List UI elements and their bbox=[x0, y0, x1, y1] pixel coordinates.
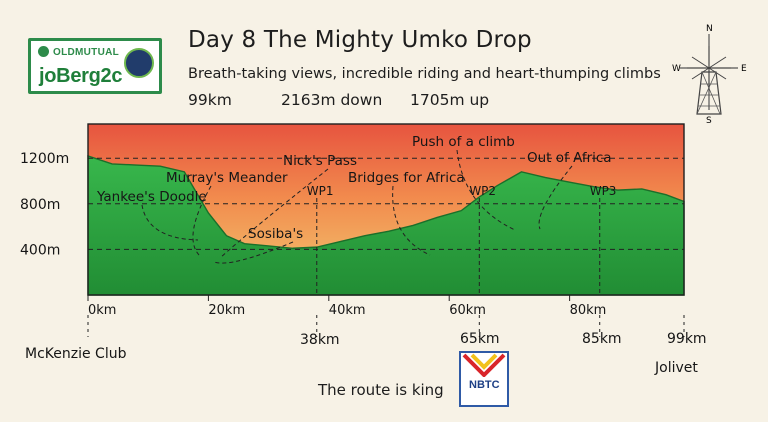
compass-east-label: E bbox=[741, 64, 747, 74]
route-logo-label: NBTC bbox=[469, 379, 500, 391]
route-logo: NBTC bbox=[459, 351, 509, 407]
y-tick-label: 400m bbox=[20, 242, 60, 258]
chart-frame bbox=[87, 123, 685, 296]
annotation-leader bbox=[192, 185, 212, 256]
annotation-label: Murray's Meander bbox=[166, 170, 288, 186]
route-logo-icon bbox=[462, 353, 506, 378]
point-label: Jolivet bbox=[654, 360, 698, 376]
compass-south-label: S bbox=[706, 116, 712, 126]
climb-stat: 1705m up bbox=[410, 91, 490, 109]
x-tick-label: 0km bbox=[88, 303, 116, 318]
waypoint-label: WP1 bbox=[307, 184, 334, 198]
descent-stat: 2163m down bbox=[281, 91, 383, 109]
skyline-badge-icon bbox=[124, 48, 154, 78]
annotation-label: Bridges for Africa bbox=[348, 170, 465, 186]
annotation-leader bbox=[213, 241, 294, 264]
annotation-leader bbox=[538, 165, 573, 230]
waypoint-label: WP2 bbox=[469, 184, 496, 198]
point-label: 65km bbox=[460, 331, 500, 347]
x-tick-label: 60km bbox=[449, 303, 486, 318]
annotation-leader bbox=[456, 149, 516, 231]
sponsor-mark-icon bbox=[38, 46, 49, 57]
annotation-label: Yankee's Doodle bbox=[96, 189, 207, 205]
point-label: McKenzie Club bbox=[25, 346, 127, 362]
annotation-label: Push of a climb bbox=[412, 134, 515, 150]
page-subtitle: Breath-taking views, incredible riding a… bbox=[188, 66, 661, 82]
compass-north-label: N bbox=[706, 24, 713, 34]
event-name: joBerg2c bbox=[39, 65, 123, 87]
page-title: Day 8 The Mighty Umko Drop bbox=[188, 27, 532, 53]
annotation-label: Out of Africa bbox=[527, 150, 612, 166]
y-tick-label: 1200m bbox=[20, 151, 69, 167]
event-logo: OLDMUTUAL joBerg2c bbox=[28, 38, 162, 94]
compass-west-label: W bbox=[672, 64, 681, 74]
point-label: 99km bbox=[667, 331, 707, 347]
x-tick-label: 20km bbox=[208, 303, 245, 318]
distance-stat: 99km bbox=[188, 91, 232, 109]
annotation-leader bbox=[141, 204, 199, 241]
sponsor-name: OLDMUTUAL bbox=[53, 47, 120, 58]
point-label: 38km bbox=[300, 332, 340, 348]
x-tick-label: 40km bbox=[329, 303, 366, 318]
chart-plot: 400m 800m 1200m 0km 20km 40km 60km 80km WP1 WP2 WP… bbox=[20, 123, 707, 376]
elevation-area bbox=[87, 154, 685, 296]
windmill-compass-icon: N W E S bbox=[672, 24, 747, 126]
annotation-leader bbox=[219, 168, 329, 259]
annotation-label: Nick's Pass bbox=[283, 153, 357, 169]
point-label: 85km bbox=[582, 331, 622, 347]
route-tagline: The route is king bbox=[318, 381, 444, 399]
x-tick-label: 80km bbox=[570, 303, 607, 318]
annotation-leader bbox=[392, 185, 431, 256]
y-tick-label: 800m bbox=[20, 197, 60, 213]
annotation-label: Sosiba's bbox=[248, 226, 303, 242]
waypoint-label: WP3 bbox=[590, 184, 617, 198]
